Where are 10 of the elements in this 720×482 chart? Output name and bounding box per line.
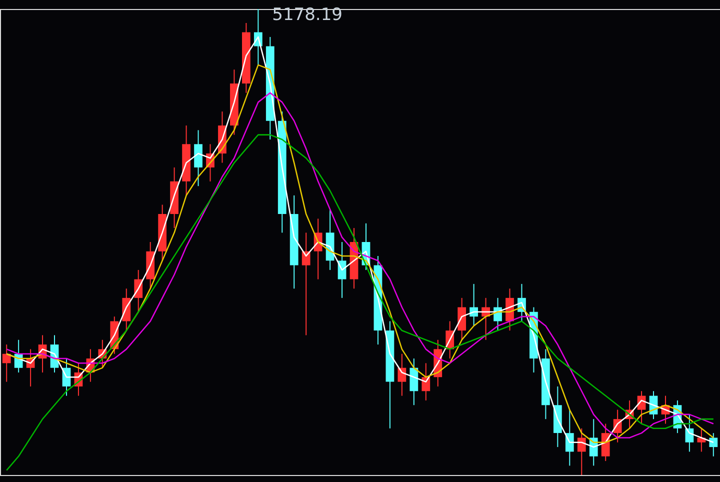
candlestick [458,297,466,340]
candlestick [410,358,418,406]
candlestick [470,283,478,326]
annotation: 5178.19 [272,5,342,25]
candlestick [194,130,202,187]
candlestick [398,353,406,396]
candlestick [709,432,718,457]
candlestick [697,428,706,452]
candlestick [2,344,11,382]
candlestick [577,428,586,476]
